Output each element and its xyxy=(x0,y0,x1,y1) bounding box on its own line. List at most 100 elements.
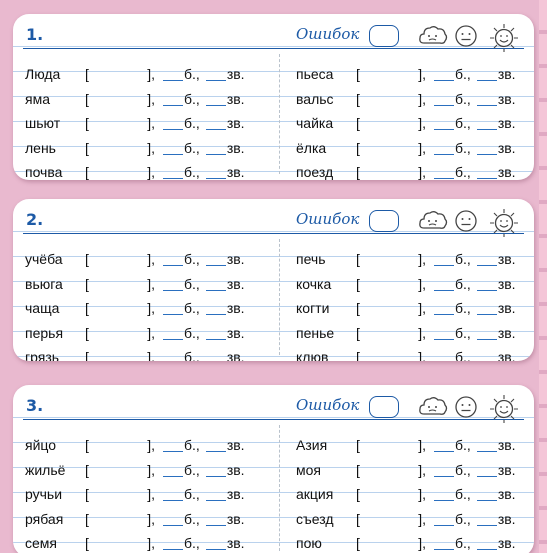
letters-count-blank[interactable] xyxy=(434,141,454,155)
transcription-field[interactable]: [], xyxy=(85,437,155,453)
transcription-field[interactable]: [], xyxy=(356,164,426,180)
letters-count-blank[interactable] xyxy=(163,487,183,501)
transcription-field[interactable]: [], xyxy=(356,276,426,292)
transcription-field[interactable]: [], xyxy=(85,349,155,361)
transcription-field[interactable]: [], xyxy=(356,349,426,361)
sounds-count-blank[interactable] xyxy=(476,463,497,477)
neutral-face-icon[interactable] xyxy=(453,394,479,420)
sounds-count-blank[interactable] xyxy=(476,116,497,130)
transcription-field[interactable]: [], xyxy=(85,462,155,478)
transcription-field[interactable]: [], xyxy=(356,511,426,527)
sounds-count-blank[interactable] xyxy=(205,92,226,106)
cloud-icon[interactable] xyxy=(418,394,448,420)
transcription-field[interactable]: [], xyxy=(85,535,155,551)
sounds-count-blank[interactable] xyxy=(205,438,226,452)
letters-count-blank[interactable] xyxy=(163,301,183,315)
errors-count-box[interactable] xyxy=(369,25,399,47)
sounds-count-blank[interactable] xyxy=(205,277,226,291)
letters-count-blank[interactable] xyxy=(434,116,454,130)
letters-count-blank[interactable] xyxy=(163,165,183,179)
transcription-field[interactable]: [], xyxy=(356,91,426,107)
sounds-count-blank[interactable] xyxy=(205,487,226,501)
sounds-count-blank[interactable] xyxy=(205,512,226,526)
sounds-count-blank[interactable] xyxy=(205,67,226,81)
letters-count-blank[interactable] xyxy=(163,252,183,266)
letters-count-blank[interactable] xyxy=(163,92,183,106)
transcription-field[interactable]: [], xyxy=(85,115,155,131)
transcription-field[interactable]: [], xyxy=(356,115,426,131)
transcription-field[interactable]: [], xyxy=(85,511,155,527)
sun-icon[interactable] xyxy=(487,23,521,53)
transcription-field[interactable]: [], xyxy=(85,91,155,107)
sounds-count-blank[interactable] xyxy=(476,326,497,340)
sounds-count-blank[interactable] xyxy=(476,67,497,81)
errors-count-box[interactable] xyxy=(369,396,399,418)
letters-count-blank[interactable] xyxy=(434,487,454,501)
letters-count-blank[interactable] xyxy=(434,252,454,266)
sounds-count-blank[interactable] xyxy=(206,350,226,361)
sounds-count-blank[interactable] xyxy=(476,301,497,315)
transcription-field[interactable]: [], xyxy=(356,251,426,267)
transcription-field[interactable]: [], xyxy=(356,486,426,502)
neutral-face-icon[interactable] xyxy=(453,208,479,234)
sounds-count-blank[interactable] xyxy=(205,326,226,340)
letters-count-blank[interactable] xyxy=(434,67,454,81)
sounds-count-blank[interactable] xyxy=(205,463,226,477)
sounds-count-blank[interactable] xyxy=(476,438,497,452)
sounds-count-blank[interactable] xyxy=(205,301,226,315)
letters-count-blank[interactable] xyxy=(434,536,454,550)
sounds-count-blank[interactable] xyxy=(476,141,497,155)
letters-count-blank[interactable] xyxy=(434,463,454,477)
letters-count-blank[interactable] xyxy=(163,277,183,291)
sounds-count-blank[interactable] xyxy=(205,536,226,550)
transcription-field[interactable]: [], xyxy=(356,325,426,341)
letters-count-blank[interactable] xyxy=(163,116,183,130)
sounds-count-blank[interactable] xyxy=(205,116,226,130)
sounds-count-blank[interactable] xyxy=(477,350,497,361)
transcription-field[interactable]: [], xyxy=(85,325,155,341)
sounds-count-blank[interactable] xyxy=(476,252,497,266)
letters-count-blank[interactable] xyxy=(434,301,454,315)
sounds-count-blank[interactable] xyxy=(205,165,226,179)
sounds-count-blank[interactable] xyxy=(476,165,497,179)
transcription-field[interactable]: [], xyxy=(356,300,426,316)
neutral-face-icon[interactable] xyxy=(453,23,479,49)
errors-count-box[interactable] xyxy=(369,210,399,232)
cloud-icon[interactable] xyxy=(418,23,448,49)
letters-count-blank[interactable] xyxy=(163,512,183,526)
transcription-field[interactable]: [], xyxy=(85,486,155,502)
sounds-count-blank[interactable] xyxy=(205,252,226,266)
letters-count-blank[interactable] xyxy=(163,463,183,477)
transcription-field[interactable]: [], xyxy=(85,66,155,82)
letters-count-blank[interactable] xyxy=(163,326,183,340)
letters-count-blank[interactable] xyxy=(163,438,183,452)
sounds-count-blank[interactable] xyxy=(476,536,497,550)
transcription-field[interactable]: [], xyxy=(356,462,426,478)
cloud-icon[interactable] xyxy=(418,208,448,234)
sounds-count-blank[interactable] xyxy=(476,512,497,526)
letters-count-blank[interactable] xyxy=(434,512,454,526)
transcription-field[interactable]: [], xyxy=(85,164,155,180)
transcription-field[interactable]: [], xyxy=(85,276,155,292)
letters-count-blank[interactable] xyxy=(434,165,454,179)
sun-icon[interactable] xyxy=(487,394,521,424)
letters-count-blank[interactable] xyxy=(163,141,183,155)
letters-count-blank[interactable] xyxy=(434,326,454,340)
transcription-field[interactable]: [], xyxy=(356,66,426,82)
sounds-count-blank[interactable] xyxy=(205,141,226,155)
letters-count-blank[interactable] xyxy=(163,350,183,361)
letters-count-blank[interactable] xyxy=(434,350,454,361)
letters-count-blank[interactable] xyxy=(434,92,454,106)
transcription-field[interactable]: [], xyxy=(85,300,155,316)
letters-count-blank[interactable] xyxy=(163,536,183,550)
sun-icon[interactable] xyxy=(487,208,521,238)
transcription-field[interactable]: [], xyxy=(85,251,155,267)
sounds-count-blank[interactable] xyxy=(476,277,497,291)
transcription-field[interactable]: [], xyxy=(356,140,426,156)
letters-count-blank[interactable] xyxy=(163,67,183,81)
transcription-field[interactable]: [], xyxy=(356,535,426,551)
letters-count-blank[interactable] xyxy=(434,438,454,452)
transcription-field[interactable]: [], xyxy=(356,437,426,453)
letters-count-blank[interactable] xyxy=(434,277,454,291)
sounds-count-blank[interactable] xyxy=(476,487,497,501)
